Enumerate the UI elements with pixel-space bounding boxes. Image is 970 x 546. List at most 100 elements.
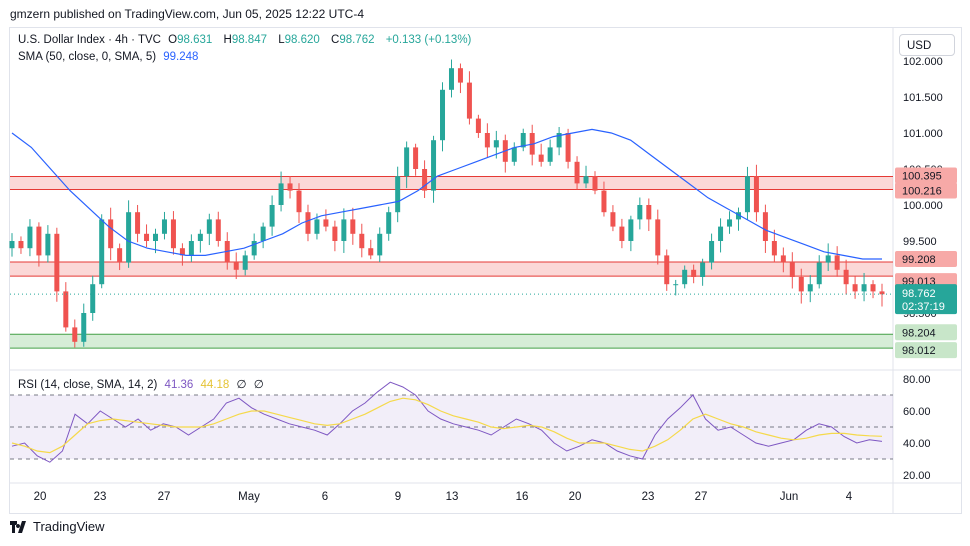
candle-body [368,248,374,256]
x-tick: May [238,491,260,503]
last-price-label: 98.762 [902,288,936,300]
candle-body [81,313,87,342]
candle-body [431,140,437,191]
candle-body [619,226,625,241]
last-price-bg [895,284,957,315]
footer-brand: TradingView [10,519,105,534]
candle-body [161,219,167,234]
price-tick: 102.000 [903,56,943,68]
candle-body [206,219,212,234]
candle-body [233,262,239,270]
rsi-ma-value: 44.18 [200,379,230,391]
zone-upper-label-pivot: 99.208 [902,254,936,266]
candle-body [547,147,553,162]
candle-body [574,161,580,184]
candle-body [610,212,616,227]
rsi-line [11,381,883,463]
candle-body [350,219,356,234]
candle-body [556,133,562,148]
candle-body [18,241,24,249]
candle-body [457,68,463,83]
candle-body [466,82,472,119]
candle-body [700,262,706,277]
x-tick: 6 [322,491,328,503]
price-tick: 100.000 [903,200,943,212]
rsi-extra2: ∅ [253,379,264,391]
candle-body [314,219,320,234]
publish-header: gmzern published on TradingView.com, Jun… [10,7,364,21]
candle-body [269,205,275,227]
candle-body [673,284,679,286]
candle-body [386,212,392,234]
candle-body [682,269,688,285]
sma-label: SMA (50, close, 0, SMA, 5) [18,51,157,63]
candle-body [260,226,266,241]
candle-body [9,241,15,249]
countdown-label: 02:37:19 [902,301,945,313]
candle-body [538,154,544,162]
rsi-tick: 40.00 [903,438,931,450]
candle-body [287,183,293,191]
zone-lower-label-support: 98.012 [902,345,936,357]
rsi-tick: 60.00 [903,406,931,418]
candle-body [54,233,60,292]
currency-button[interactable]: USD [899,34,955,56]
candle-body [305,212,311,234]
zone-lower-label-resistance-bg [895,182,957,199]
candle-body [565,133,571,162]
candle-body [807,284,813,292]
candle-body [395,176,401,213]
candle-body [197,233,203,241]
candle-body [90,284,96,313]
candle-body [852,284,858,292]
candle-body [422,169,428,191]
candle-body [753,176,759,213]
candle-body [718,226,724,241]
candle-body [637,205,643,220]
candle-body [664,255,670,285]
candle-body [27,226,33,249]
candle-body [215,219,221,241]
x-tick: 13 [446,491,459,503]
candle-body [144,233,150,241]
candle-body [834,255,840,270]
x-tick: 23 [642,491,655,503]
zone-upper-label-resistance: 100.395 [902,171,942,183]
candle-body [655,219,661,256]
price-tick: 99.500 [903,236,937,248]
candle-body [126,212,132,263]
candle-body [727,219,733,227]
zone-pivot [10,262,893,277]
tradingview-logo-icon [10,520,28,533]
rsi-legend: RSI (14, close, SMA, 14, 2) 41.36 44.18 … [18,377,268,391]
candle-body [108,219,114,249]
candle-body [583,176,589,184]
candle-body [735,212,741,220]
candle-body [341,219,347,241]
candle-body [816,262,822,285]
price-tick: 101.000 [903,128,943,140]
zone-lower-label-resistance: 100.216 [902,185,942,197]
candle-body [448,68,454,90]
x-tick: 20 [569,491,582,503]
candle-body [780,255,786,263]
candle-body [879,291,885,295]
candle-body [99,219,105,285]
x-tick: 20 [34,491,47,503]
x-tick: 27 [695,491,708,503]
candle-body [592,176,598,191]
sma-value: 99.248 [163,51,199,63]
candle-body [251,241,257,256]
zone-lower-label-support-bg [895,342,957,359]
candle-body [135,212,141,234]
candle-body [628,219,634,241]
x-tick: Jun [780,491,799,503]
candle-body [377,233,383,256]
x-tick: 4 [846,491,853,503]
candle-body [762,212,768,241]
zone-upper-label-resistance-bg [895,167,957,184]
x-tick: 16 [516,491,529,503]
candle-body [179,248,185,256]
change-label: +0.133 (+0.13%) [385,34,472,46]
